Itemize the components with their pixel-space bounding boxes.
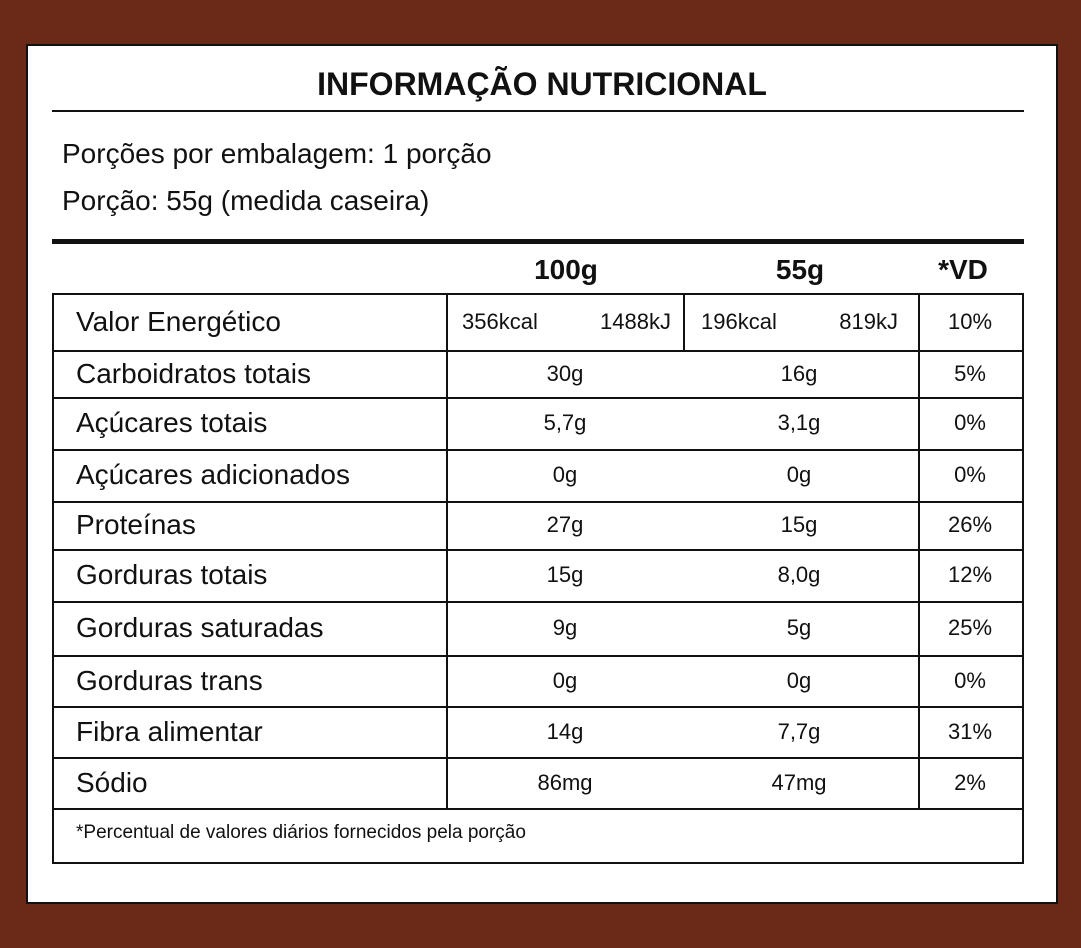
nutrition-panel: INFORMAÇÃO NUTRICIONAL Porções por embal… <box>26 44 1058 904</box>
row-label: Fibra alimentar <box>76 716 263 747</box>
row-line <box>54 757 1022 759</box>
cell: 7,7g <box>777 719 821 744</box>
cell: 819kJ <box>839 309 898 334</box>
table: Valor Energético 356kcal 1488kJ 196kcal 819k… <box>52 293 1024 864</box>
cell: 0g <box>786 462 812 487</box>
cell: 2% <box>954 770 986 795</box>
cell: 25% <box>947 615 993 640</box>
cell: 3,1g <box>777 410 821 435</box>
row-line <box>54 808 1022 810</box>
row-label: Carboidratos totais <box>76 358 312 389</box>
row-line <box>54 601 1022 603</box>
cell: 30g <box>546 361 584 386</box>
title: INFORMAÇÃO NUTRICIONAL <box>317 66 767 102</box>
col-line <box>683 295 685 350</box>
row-label: Gorduras totais <box>76 559 268 590</box>
row-label: Proteínas <box>76 509 196 540</box>
column-header: 55g <box>775 254 825 285</box>
cell: 9g <box>552 615 578 640</box>
row-line <box>54 549 1022 551</box>
cell: 26% <box>947 512 993 537</box>
cell: 0% <box>954 462 986 487</box>
cell: 15g <box>780 512 818 537</box>
servings: Porções por embalagem: 1 porção <box>62 138 492 169</box>
cell: 16g <box>780 361 818 386</box>
row-line <box>54 706 1022 708</box>
rule <box>52 110 1024 112</box>
row-label: Açúcares adicionados <box>76 459 350 490</box>
cell: 10% <box>947 309 993 334</box>
thick-rule <box>52 239 1024 244</box>
row-label: Gorduras trans <box>76 665 263 696</box>
cell: 5g <box>786 615 812 640</box>
cell: 196kcal <box>701 309 777 334</box>
row-label: Sódio <box>76 767 148 798</box>
row-line <box>54 655 1022 657</box>
row-line <box>54 397 1022 399</box>
serving-size: Porção: 55g (medida caseira) <box>62 185 430 216</box>
cell: 31% <box>947 719 993 744</box>
row-line <box>54 449 1022 451</box>
row-label: Valor Energético <box>76 306 281 337</box>
cell: 0% <box>954 668 986 693</box>
cell: 0g <box>552 462 578 487</box>
row-line <box>54 350 1022 352</box>
cell: 1488kJ <box>600 309 671 334</box>
cell: 0g <box>552 668 578 693</box>
row-label: Açúcares totais <box>76 407 268 438</box>
cell: 47mg <box>771 770 827 795</box>
col-line <box>918 295 920 808</box>
row-label: Gorduras saturadas <box>76 612 324 643</box>
cell: 0% <box>954 410 986 435</box>
column-header: 100g <box>534 254 598 285</box>
cell: 5,7g <box>543 410 587 435</box>
cell: 356kcal <box>462 309 538 334</box>
cell: 14g <box>546 719 584 744</box>
cell: 8,0g <box>777 562 821 587</box>
cell: 86mg <box>537 770 593 795</box>
cell: 15g <box>546 562 584 587</box>
footnote: *Percentual de valores diários fornecido… <box>76 822 526 843</box>
row-line <box>54 501 1022 503</box>
cell: 12% <box>947 562 993 587</box>
cell: 0g <box>786 668 812 693</box>
column-header: *VD <box>938 254 988 285</box>
col-line <box>446 295 448 808</box>
cell: 5% <box>954 361 986 386</box>
cell: 27g <box>546 512 584 537</box>
